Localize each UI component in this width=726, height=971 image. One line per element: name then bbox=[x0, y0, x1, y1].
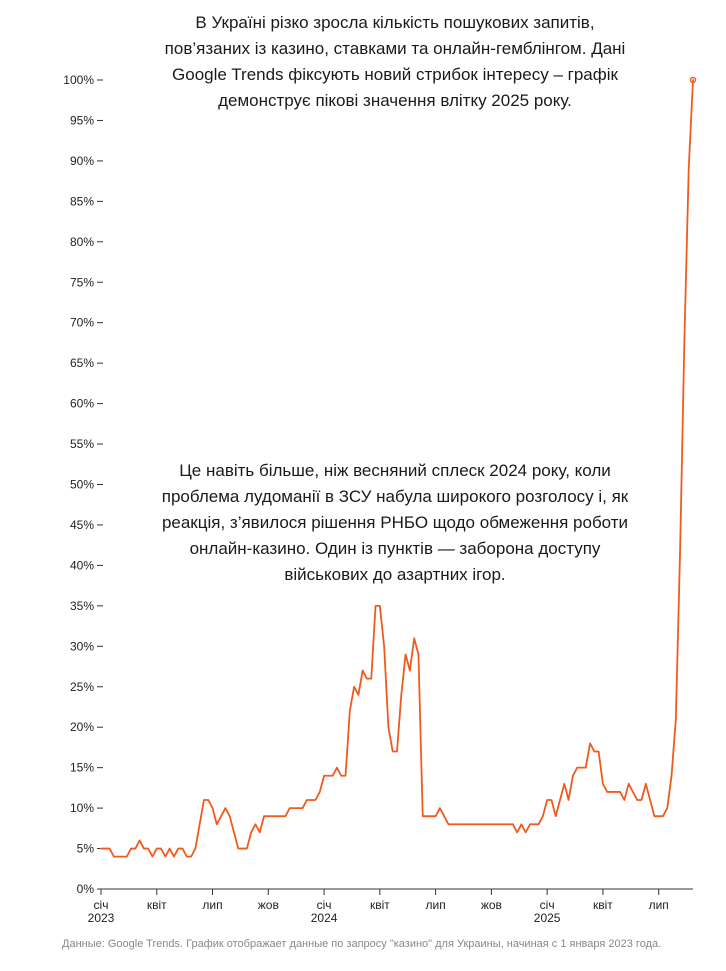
y-tick-label: 5% bbox=[77, 842, 95, 856]
y-tick-label: 80% bbox=[70, 235, 94, 249]
annotation-top: В Україні різко зросла кількість пошуков… bbox=[164, 13, 626, 110]
y-tick-label: 95% bbox=[70, 113, 94, 127]
x-tick-label: квіт bbox=[147, 898, 167, 912]
series-end-marker bbox=[689, 76, 697, 84]
y-axis: 0% 5% 10% 15% 20% 25% 30% 35% 40% 45% 50% 55% 60% 65%… bbox=[63, 73, 103, 896]
x-tick-label: жов bbox=[258, 898, 279, 912]
y-tick-label: 100% bbox=[63, 73, 94, 87]
source-note: Данные: Google Trends. График отображает… bbox=[62, 938, 662, 950]
x-tick-label: жов bbox=[481, 898, 502, 912]
x-year-label: 2025 bbox=[534, 911, 561, 925]
y-tick-label: 30% bbox=[70, 639, 94, 653]
x-tick-label: лип bbox=[426, 898, 446, 912]
x-year-label: 2024 bbox=[311, 911, 338, 925]
x-year-label: 2023 bbox=[88, 911, 115, 925]
annotation-middle: Це навіть більше, ніж весняний сплеск 20… bbox=[161, 461, 629, 584]
y-tick-label: 70% bbox=[70, 316, 94, 330]
y-tick-label: 20% bbox=[70, 720, 94, 734]
series-line bbox=[100, 79, 694, 858]
x-tick-label: лип bbox=[649, 898, 669, 912]
y-tick-label: 15% bbox=[70, 761, 94, 775]
y-tick-label: 65% bbox=[70, 356, 94, 370]
y-tick-label: 55% bbox=[70, 437, 94, 451]
y-tick-label: 50% bbox=[70, 478, 94, 492]
x-tick-label: квіт bbox=[370, 898, 390, 912]
y-tick-label: 10% bbox=[70, 801, 94, 815]
y-tick-label: 40% bbox=[70, 558, 94, 572]
y-tick-label: 0% bbox=[77, 882, 95, 896]
series-layer bbox=[100, 76, 697, 858]
y-tick-label: 25% bbox=[70, 680, 94, 694]
y-tick-label: 85% bbox=[70, 194, 94, 208]
x-tick-label: січ bbox=[317, 898, 332, 912]
x-tick-label: квіт bbox=[593, 898, 613, 912]
y-tick-label: 90% bbox=[70, 154, 94, 168]
y-tick-label: 75% bbox=[70, 275, 94, 289]
y-tick-label: 45% bbox=[70, 518, 94, 532]
y-tick-label: 60% bbox=[70, 397, 94, 411]
x-tick-label: лип bbox=[202, 898, 222, 912]
x-tick-label: січ bbox=[94, 898, 109, 912]
y-tick-label: 35% bbox=[70, 599, 94, 613]
line-chart: 0% 5% 10% 15% 20% 25% 30% 35% 40% 45% 50% 55% 60% 65%… bbox=[63, 73, 697, 925]
x-tick-label: січ bbox=[540, 898, 555, 912]
